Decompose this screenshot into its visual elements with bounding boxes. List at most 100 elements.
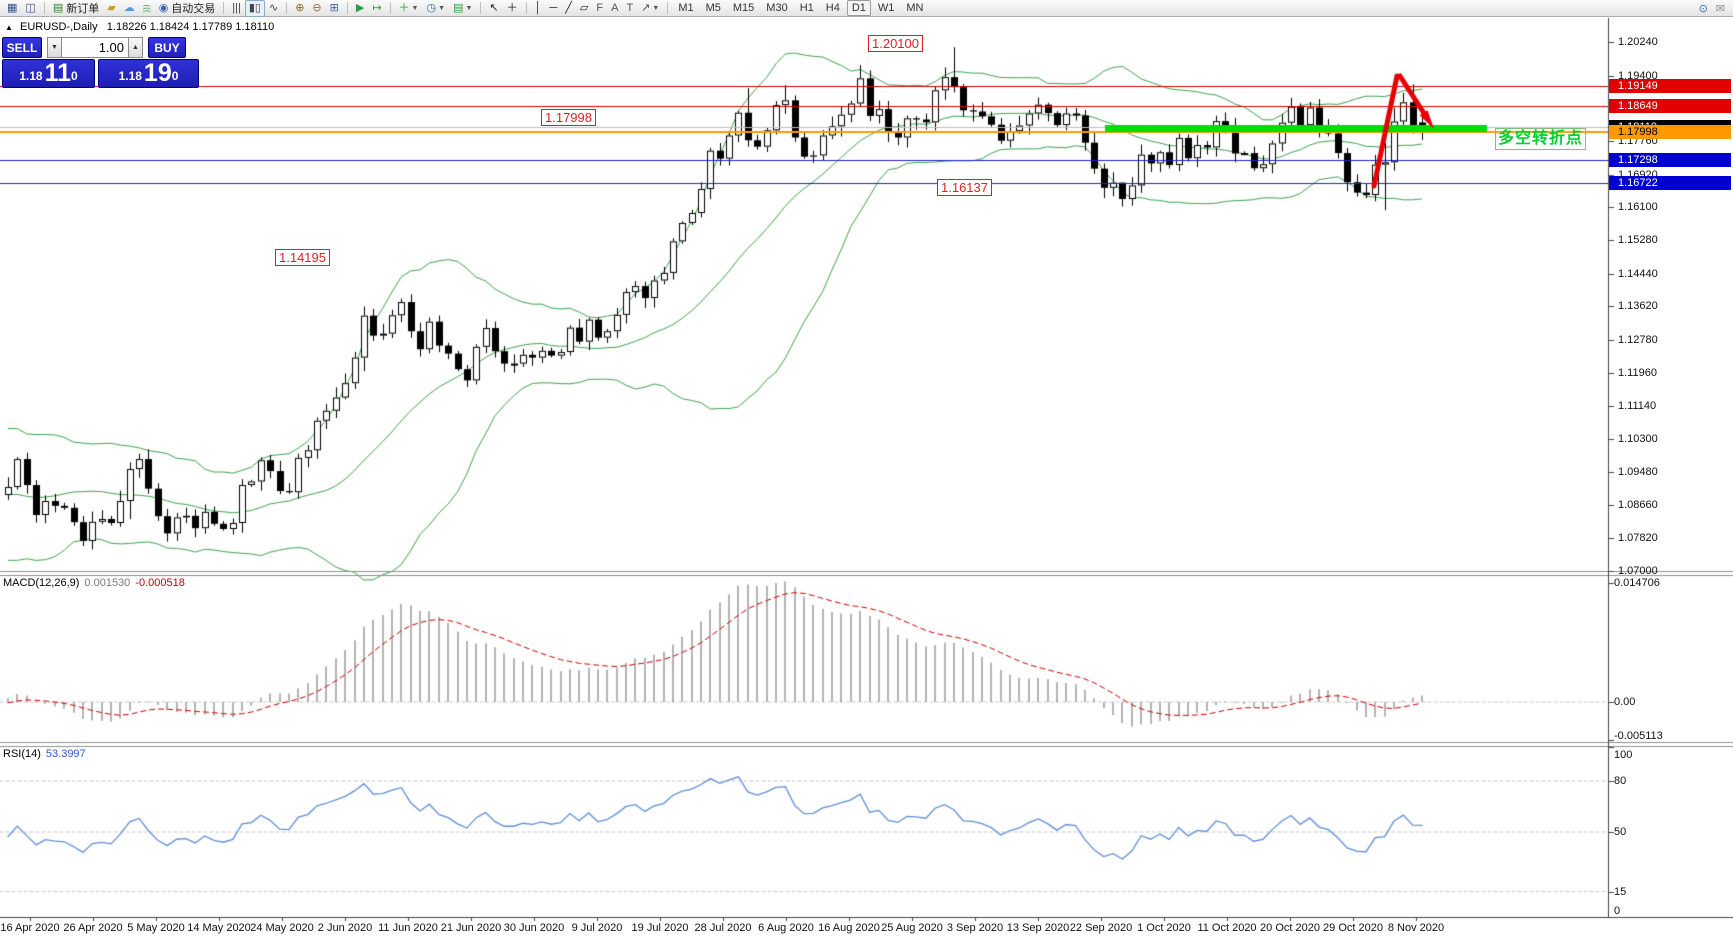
deposit-icon: ▰	[107, 1, 116, 14]
crosshair-icon[interactable]: ＋	[503, 0, 522, 17]
volume-increase-button[interactable]: ▲	[128, 37, 143, 58]
chevron-down-icon[interactable]: ▼	[652, 4, 660, 12]
buy-price-big: 19	[143, 59, 172, 87]
timeframe-d1[interactable]: D1	[846, 0, 871, 16]
new-chart-icon: ▦	[7, 1, 18, 14]
channel-icon: ▱	[579, 1, 589, 14]
templates-icon[interactable]: ▤ ▼	[449, 0, 476, 17]
zoom-in-icon: ⊕	[295, 1, 305, 14]
timeframe-h4[interactable]: H4	[825, 2, 840, 14]
date-axis-label: 14 May 2020	[187, 922, 251, 934]
timeframe-m5[interactable]: M5	[705, 2, 721, 14]
date-axis-label: 1 Oct 2020	[1137, 922, 1191, 934]
timeframe-m1[interactable]: M1	[678, 2, 694, 14]
rsi-value: 53.3997	[45, 748, 86, 760]
rsi-axis-tick: 50	[1614, 826, 1627, 838]
deposit-icon[interactable]: ▰	[103, 0, 119, 17]
vertical-line-icon: │	[534, 1, 542, 14]
price-axis-tick: 1.07820	[1618, 532, 1658, 545]
fibonacci-icon: F	[596, 1, 604, 14]
zoom-in-icon[interactable]: ⊕	[291, 0, 308, 17]
rsi-axis-tick: 100	[1614, 749, 1633, 761]
periods-icon[interactable]: ◷ ▼	[422, 0, 449, 17]
line-chart-icon[interactable]: ∿	[265, 0, 282, 17]
data-window-icon[interactable]: ◫	[21, 0, 39, 17]
timeframe-m30[interactable]: M30	[766, 2, 788, 14]
chat-icon[interactable]: ✉	[1712, 1, 1729, 18]
arrows-icon: ↗	[641, 1, 651, 14]
cursor-icon[interactable]: ↖	[485, 0, 502, 17]
one-click-trading-panel: SELL ▼ ▲ BUY 1.18 11 0 1.18 19 0	[2, 37, 202, 88]
price-note-117998[interactable]: 1.17998	[541, 109, 596, 126]
horizontal-line-icon[interactable]: ─	[545, 0, 561, 17]
chart-shift-icon[interactable]: ↦	[368, 0, 385, 17]
sell-price-small: 1.18	[19, 69, 43, 83]
price-axis-tick: 1.08660	[1618, 498, 1658, 511]
macd-axis-tick: 0.00	[1614, 696, 1636, 708]
chevron-down-icon[interactable]: ▼	[411, 4, 419, 12]
arrows-icon[interactable]: ↗ ▼	[637, 0, 663, 17]
volume-input[interactable]	[62, 37, 128, 58]
buy-button[interactable]: BUY	[148, 37, 186, 58]
tile-windows-icon[interactable]: ⊞	[326, 0, 343, 17]
vertical-line-icon[interactable]: │	[531, 0, 546, 17]
trendline-icon[interactable]: ╱	[561, 0, 576, 17]
chevron-down-icon[interactable]: ▼	[465, 4, 473, 12]
templates-icon: ▤	[453, 1, 464, 14]
text-label-icon[interactable]: T	[622, 0, 637, 17]
bar-chart-icon: |||	[232, 1, 241, 14]
timeframe-mn[interactable]: MN	[906, 2, 924, 14]
price-axis-tick: 1.07000	[1618, 564, 1658, 577]
signal-icon[interactable]: (((	[139, 0, 155, 17]
channel-icon[interactable]: ▱	[576, 0, 592, 17]
chart-canvas[interactable]	[0, 18, 1733, 936]
new-order-button[interactable]: ▤ 新订单	[49, 0, 103, 17]
price-note-120100[interactable]: 1.20100	[868, 35, 923, 52]
date-axis-label: 5 May 2020	[127, 922, 185, 934]
volume-decrease-button[interactable]: ▼	[47, 37, 62, 58]
sell-price-display[interactable]: 1.18 11 0	[2, 59, 95, 88]
sell-price-point: 0	[71, 69, 78, 83]
buy-price-small: 1.18	[118, 69, 142, 83]
price-axis-tick: 1.13620	[1618, 300, 1658, 313]
toolbar-separator	[480, 2, 482, 14]
price-axis-tick: 1.16100	[1618, 201, 1658, 214]
turning-point-annotation[interactable]: 多空转折点	[1495, 128, 1587, 150]
rsi-axis-tick: 15	[1614, 885, 1627, 898]
price-note-116137[interactable]: 1.16137	[937, 179, 992, 196]
buy-price-display[interactable]: 1.18 19 0	[98, 59, 199, 88]
macd-indicator-label: MACD(12,26,9) 0.001530 -0.000518	[3, 577, 185, 589]
community-icon: ☁	[123, 1, 135, 14]
date-axis-label: 25 Aug 2020	[881, 922, 943, 934]
date-axis-label: 2 Jun 2020	[317, 922, 373, 934]
search-icon[interactable]: ⊙	[1695, 1, 1712, 18]
price-axis-tick: 1.11140	[1618, 399, 1657, 412]
zoom-out-icon[interactable]: ⊖	[308, 0, 325, 17]
timeframe-m15[interactable]: M15	[732, 2, 755, 14]
price-note-114195[interactable]: 1.14195	[275, 249, 330, 266]
rsi-axis-tick: 80	[1614, 775, 1627, 787]
price-tag-1.18649: 1.18649	[1609, 98, 1731, 113]
candlestick-chart-icon[interactable]: ▮▯	[244, 0, 265, 17]
timeframe-h1[interactable]: H1	[799, 2, 814, 14]
bar-chart-icon[interactable]: |||	[228, 0, 245, 17]
timeframe-w1[interactable]: W1	[877, 2, 895, 14]
community-icon[interactable]: ☁	[120, 0, 139, 17]
new-chart-icon[interactable]: ▦	[3, 0, 21, 17]
fibonacci-icon[interactable]: F	[592, 0, 607, 17]
date-axis-label: 29 Oct 2020	[1323, 922, 1383, 934]
autoscroll-icon[interactable]: ▶	[352, 0, 368, 17]
autotrading-button[interactable]: ◉ 自动交易	[155, 0, 220, 17]
autotrading-button-label: 自动交易	[171, 3, 216, 15]
rsi-axis-tick: 0	[1614, 905, 1621, 917]
macd-signal-value: -0.000518	[135, 577, 185, 589]
chevron-down-icon[interactable]: ▼	[438, 4, 446, 12]
toolbar-separator	[43, 2, 45, 14]
horizontal-line-icon: ─	[549, 1, 558, 14]
indicators-icon[interactable]: ＋ ▼	[395, 0, 423, 17]
text-icon[interactable]: A	[607, 0, 622, 17]
sell-button[interactable]: SELL	[2, 37, 42, 58]
date-axis-label: 30 Jun 2020	[503, 922, 565, 934]
macd-axis-tick: 0.014706	[1614, 577, 1660, 589]
